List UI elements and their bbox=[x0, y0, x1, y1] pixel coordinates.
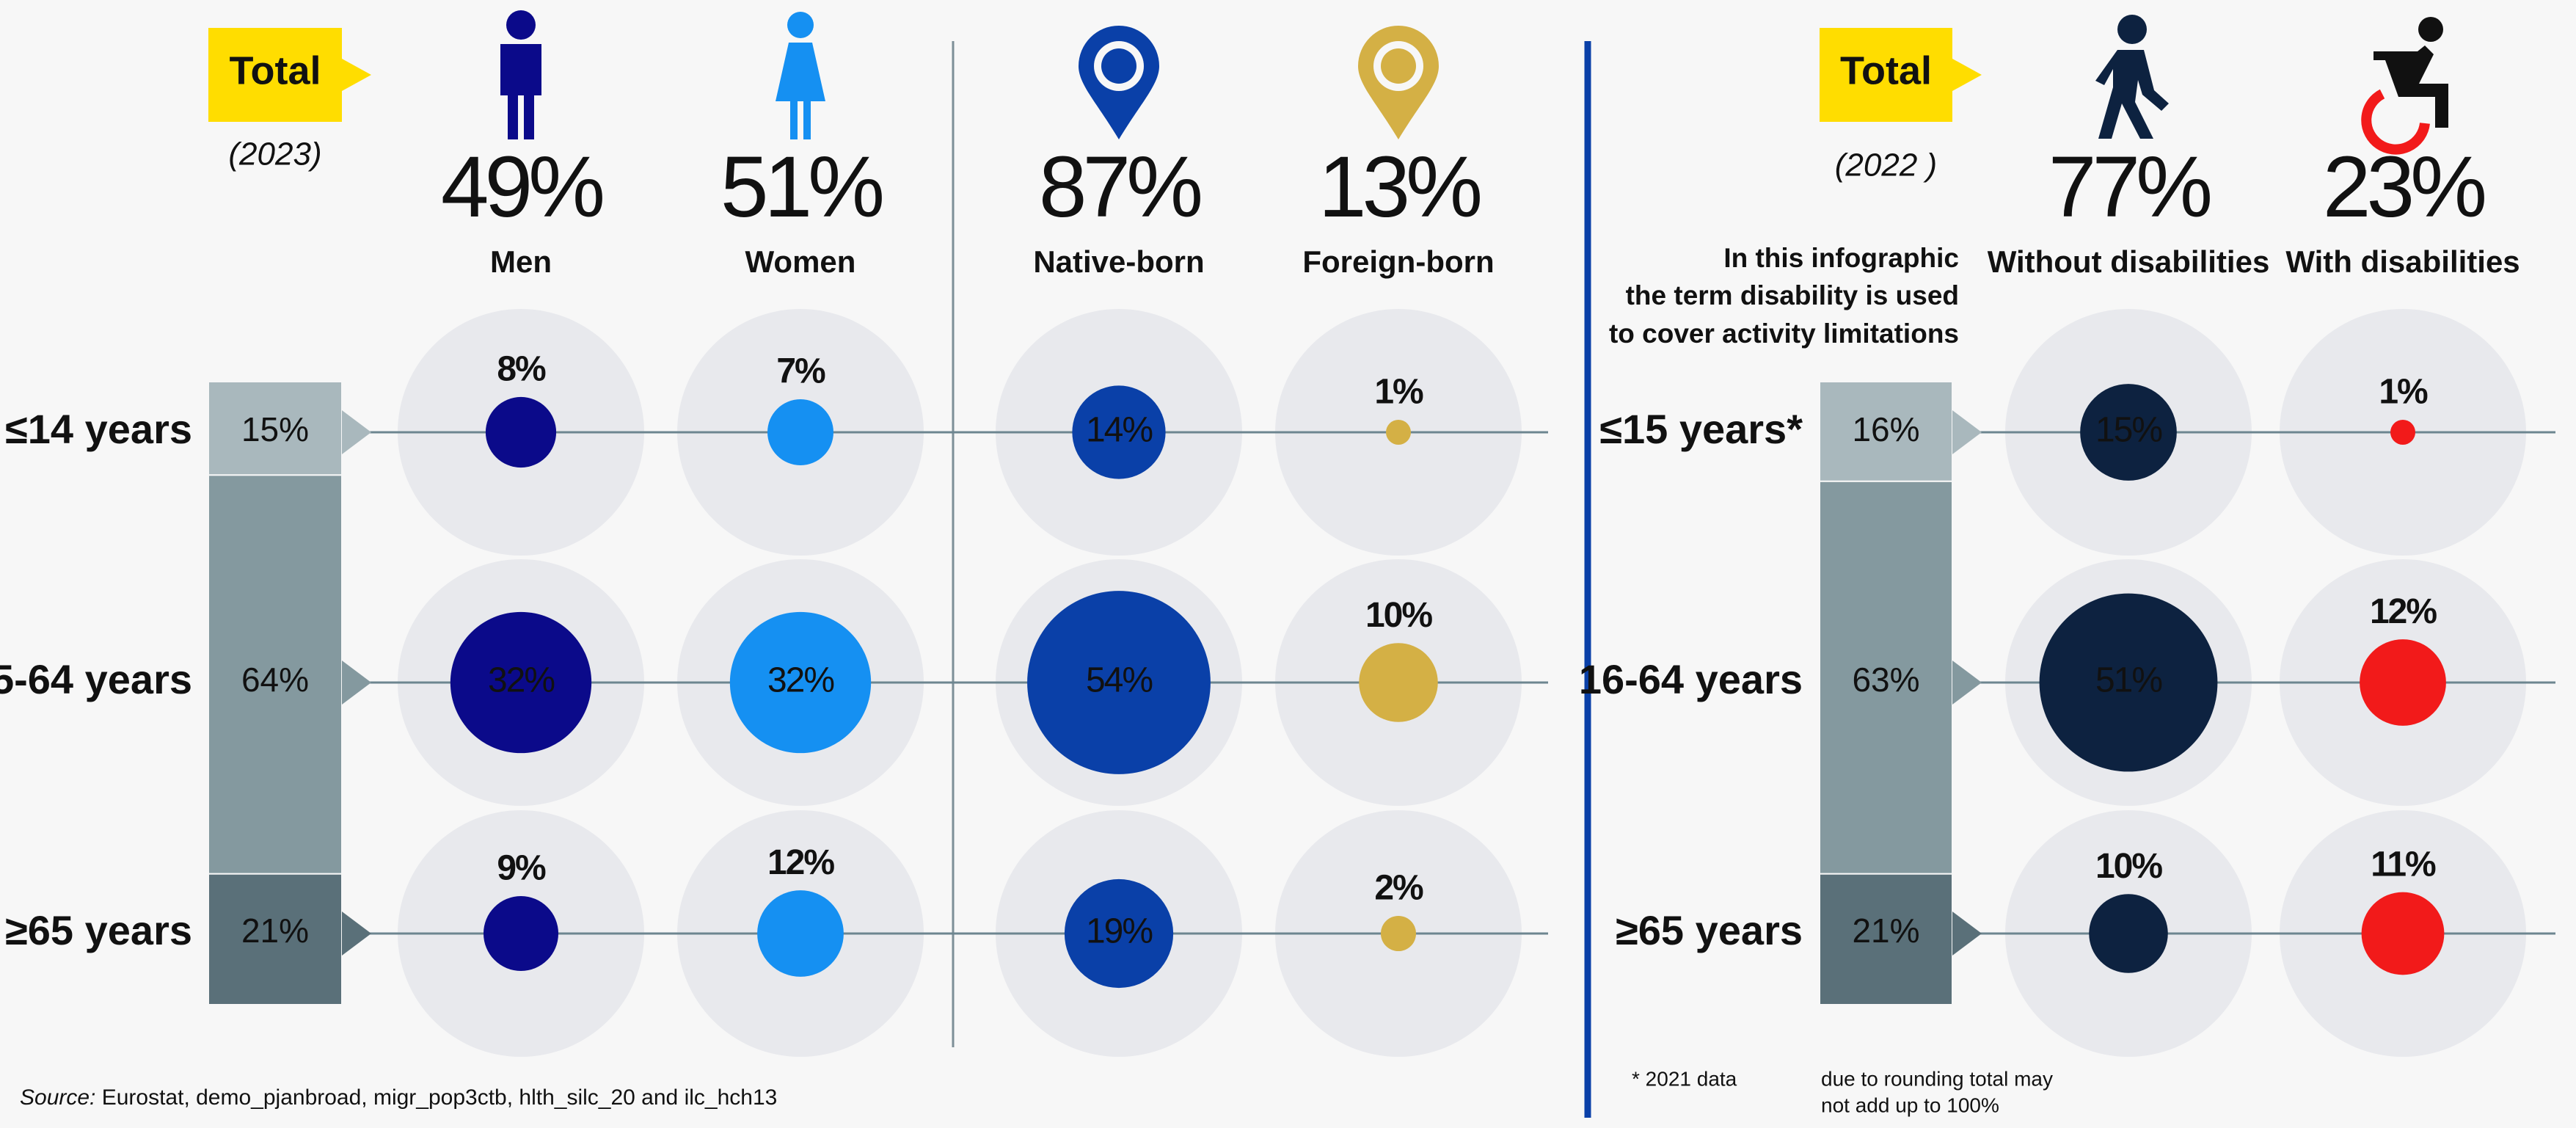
bubble bbox=[2360, 639, 2446, 726]
footnote: * 2021 data bbox=[1632, 1067, 1737, 1090]
bubble bbox=[729, 611, 872, 754]
total-bar bbox=[1819, 381, 1953, 482]
icon bbox=[506, 10, 536, 40]
bubble-label: 12% bbox=[2370, 592, 2437, 631]
bubble bbox=[2390, 420, 2415, 445]
group-share: 87% bbox=[1039, 139, 1200, 236]
bubble bbox=[1072, 385, 1166, 479]
year: (2023) bbox=[228, 137, 321, 172]
icon bbox=[2361, 89, 2430, 155]
icon bbox=[776, 43, 825, 139]
bubble-label: 19% bbox=[1086, 912, 1152, 951]
bubble-label: 1% bbox=[2379, 373, 2428, 412]
rounding-note: due to rounding total may bbox=[1821, 1067, 2053, 1090]
total-bar bbox=[208, 873, 343, 1005]
total-bar-arrow bbox=[342, 661, 371, 705]
bubble bbox=[485, 396, 557, 468]
total-bar-arrow bbox=[342, 410, 371, 454]
bubble-label: 10% bbox=[2095, 847, 2162, 886]
group-name: Women bbox=[745, 244, 856, 279]
total-label: Total bbox=[230, 48, 321, 92]
source-prefix: Source: bbox=[20, 1085, 95, 1110]
group-share: 51% bbox=[720, 139, 882, 236]
bubble bbox=[1359, 643, 1438, 722]
bubble bbox=[757, 890, 844, 977]
bubble bbox=[1380, 915, 1417, 952]
age-group: 16-64 years bbox=[1579, 656, 1803, 702]
age-group: ≤14 years bbox=[5, 406, 192, 452]
bubble bbox=[2361, 892, 2445, 975]
icon bbox=[2095, 50, 2169, 139]
group-name: Men bbox=[490, 244, 552, 279]
age-group: ≥65 years bbox=[5, 907, 192, 953]
group-share: 77% bbox=[2048, 139, 2210, 236]
total-value: 63% bbox=[1852, 661, 1919, 699]
icon bbox=[2418, 17, 2443, 42]
bubble-label: 10% bbox=[1365, 596, 1432, 635]
total-bar-arrow bbox=[342, 912, 371, 956]
note-line: the term disability is used bbox=[1626, 280, 1959, 310]
total-badge bbox=[208, 28, 371, 122]
icon bbox=[2117, 15, 2147, 44]
bubble-label: 15% bbox=[2095, 411, 2161, 450]
bubble-label: 32% bbox=[767, 661, 833, 700]
bubble bbox=[484, 896, 558, 971]
bubble bbox=[767, 399, 833, 465]
group-share: 49% bbox=[441, 139, 602, 236]
group-name: Native-born bbox=[1033, 244, 1204, 279]
bubble-label: 14% bbox=[1086, 411, 1152, 450]
bubble bbox=[1386, 420, 1411, 445]
rounding-note: not add up to 100% bbox=[1821, 1094, 1999, 1116]
total-value: 21% bbox=[1852, 912, 1919, 950]
total-bar-arrow bbox=[1952, 661, 1982, 705]
group-share: 23% bbox=[2323, 139, 2484, 236]
total-bar-arrow bbox=[1952, 410, 1982, 454]
bubble bbox=[450, 611, 592, 754]
bubble-label: 11% bbox=[2371, 845, 2436, 884]
group-share: 13% bbox=[1318, 139, 1480, 236]
bubble bbox=[2080, 384, 2177, 481]
note-line: In this infographic bbox=[1723, 243, 1959, 273]
icon bbox=[1381, 48, 1416, 84]
source-text: Eurostat, demo_pjanbroad, migr_pop3ctb, … bbox=[95, 1085, 777, 1110]
total-value: 16% bbox=[1852, 410, 1919, 448]
bubble-label: 54% bbox=[1086, 661, 1152, 700]
total-label: Total bbox=[1840, 48, 1932, 92]
total-bar-arrow bbox=[1952, 912, 1982, 956]
age-group: ≤15 years* bbox=[1599, 406, 1803, 452]
group-name: Without disabilities bbox=[1988, 244, 2270, 279]
total-bar bbox=[1819, 873, 1953, 1005]
bubble-label: 51% bbox=[2095, 661, 2161, 700]
source: Source: Eurostat, demo_pjanbroad, migr_p… bbox=[20, 1085, 777, 1110]
year: (2022 ) bbox=[1835, 148, 1937, 183]
total-badge bbox=[1820, 28, 1982, 122]
bubble bbox=[2089, 894, 2168, 973]
group-name: Foreign-born bbox=[1302, 244, 1494, 279]
total-value: 64% bbox=[241, 661, 309, 699]
bubble-label: 12% bbox=[767, 843, 834, 882]
total-value: 15% bbox=[241, 410, 309, 448]
bubble-label: 2% bbox=[1374, 869, 1423, 908]
bubble bbox=[1027, 591, 1211, 774]
icon bbox=[1101, 48, 1136, 84]
bubble bbox=[1064, 878, 1174, 989]
bubble-label: 8% bbox=[497, 350, 546, 389]
age-group: 15-64 years bbox=[0, 656, 192, 702]
total-value: 21% bbox=[241, 912, 309, 950]
bubble-label: 9% bbox=[497, 849, 546, 888]
bubble-label: 1% bbox=[1374, 373, 1423, 412]
group-name: With disabilities bbox=[2285, 244, 2520, 279]
bubble-label: 7% bbox=[776, 352, 825, 391]
total-bar bbox=[208, 474, 343, 875]
icon bbox=[787, 12, 814, 38]
bubble bbox=[2039, 593, 2218, 772]
note-line: to cover activity limitations bbox=[1609, 319, 1959, 349]
bubble-label: 32% bbox=[488, 661, 554, 700]
age-group: ≥65 years bbox=[1616, 907, 1803, 953]
icon bbox=[2374, 46, 2448, 128]
icon bbox=[500, 44, 541, 139]
